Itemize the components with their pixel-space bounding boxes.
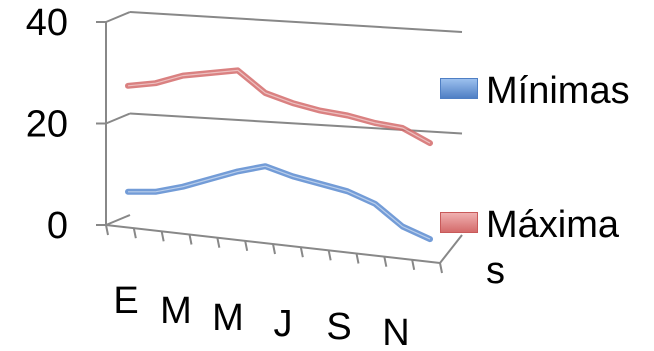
y-tick-label-20: 20 — [26, 104, 68, 146]
legend-swatch-minimas — [440, 78, 478, 99]
x-tick — [299, 246, 304, 258]
legend-item-maximas: Máximas — [440, 202, 636, 294]
legend-swatch-maximas — [440, 212, 478, 233]
x-tick — [105, 224, 109, 236]
x-tick-label-3: J — [274, 303, 293, 345]
x-tick — [355, 253, 360, 264]
floor-right-edge — [439, 234, 463, 264]
legend-label-maximas: Máximas — [486, 204, 620, 292]
gridline-wall-0 — [105, 214, 131, 226]
series-line — [125, 163, 433, 243]
y-tick-label-0: 0 — [47, 205, 68, 247]
series-layer — [125, 67, 433, 243]
x-tick — [383, 256, 388, 267]
series-minimas — [125, 163, 433, 243]
y-axis-labels: 0 20 40 — [26, 2, 68, 247]
x-tick — [132, 227, 137, 239]
series-line-highlight — [128, 165, 431, 240]
legend-label-minimas: Mínimas — [486, 70, 630, 112]
x-tick — [244, 240, 249, 252]
gridline-40 — [129, 11, 463, 33]
x-tick-label-0: E — [113, 280, 138, 322]
series-line — [125, 67, 433, 147]
x-tick-label-5: N — [382, 312, 409, 351]
gridline-wall-40 — [105, 11, 131, 23]
x-tick-label-1: M — [160, 290, 192, 332]
x-tick — [272, 243, 276, 255]
x-tick — [160, 231, 165, 242]
legend-item-minimas: Mínimas — [440, 68, 630, 114]
y-tick-label-40: 40 — [26, 2, 68, 44]
series-line-highlight — [127, 69, 431, 144]
series-maximas — [125, 67, 433, 147]
x-tick — [411, 259, 416, 271]
x-tick — [327, 250, 332, 261]
x-tick-label-4: S — [326, 306, 351, 348]
gridline-wall-20 — [105, 112, 131, 125]
x-tick — [216, 237, 221, 248]
axes — [96, 21, 463, 274]
x-tick-label-2: M — [212, 297, 244, 339]
x-tick — [439, 262, 443, 274]
x-tick — [188, 234, 193, 245]
